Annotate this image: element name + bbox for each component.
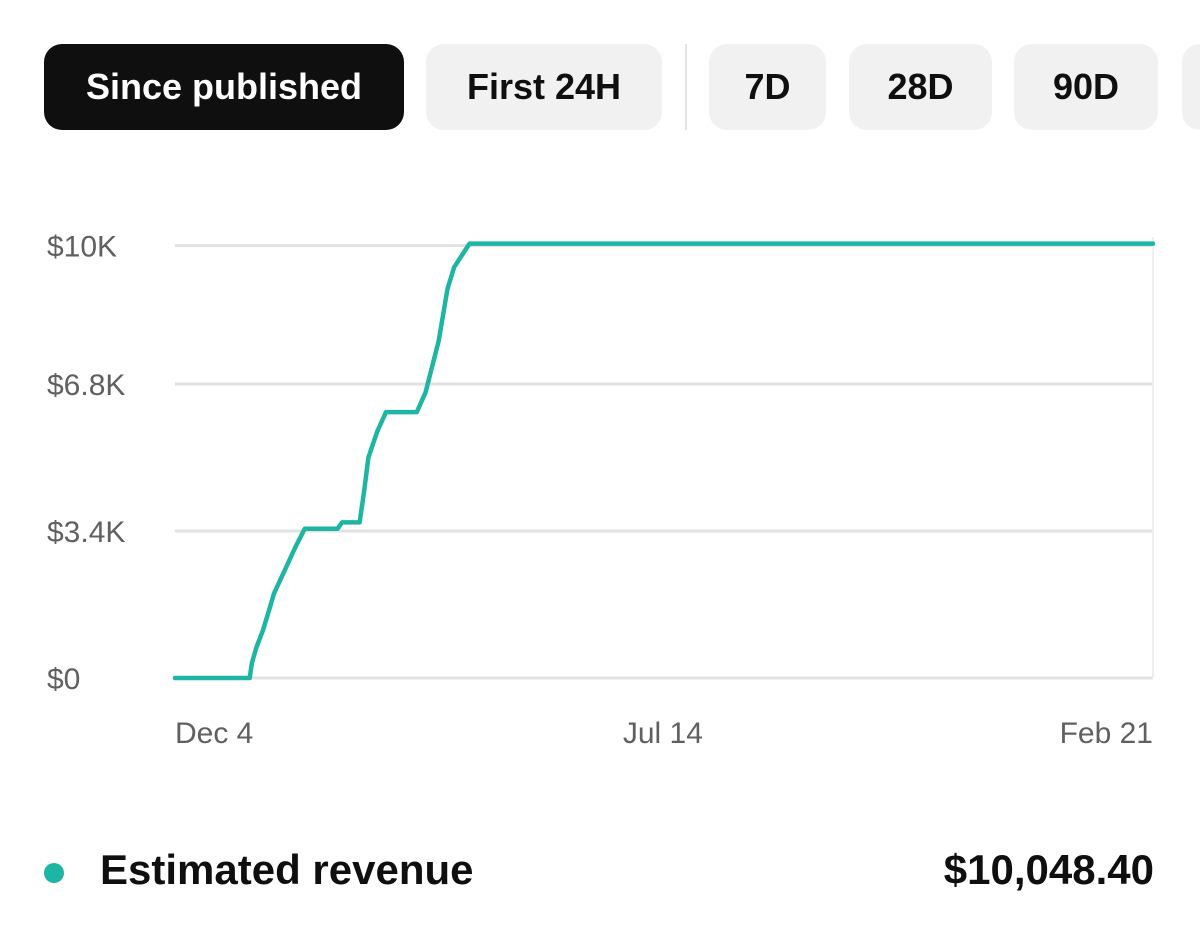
- x-tick-label: Feb 21: [1060, 717, 1153, 750]
- filter-since-published[interactable]: Since published: [44, 44, 404, 130]
- y-tick-label: $3.4K: [47, 516, 125, 549]
- time-range-filter-bar: Since published First 24H 7D 28D 90D: [0, 44, 1200, 132]
- legend-row: Estimated revenue $10,048.40: [0, 840, 1200, 904]
- chart-gridlines: [175, 237, 1154, 680]
- filter-90d[interactable]: 90D: [1014, 44, 1158, 130]
- y-tick-label: $0: [47, 663, 80, 696]
- series-line-0: [172, 241, 1156, 681]
- x-axis-ticks: Dec 4 Jul 14 Feb 21: [175, 717, 1153, 750]
- filter-28d[interactable]: 28D: [849, 44, 992, 130]
- y-axis-ticks: $0 $3.4K $6.8K $10K: [47, 231, 125, 696]
- y-tick-label: $6.8K: [47, 369, 125, 402]
- filter-first-24h[interactable]: First 24H: [426, 44, 662, 130]
- filter-7d[interactable]: 7D: [709, 44, 826, 130]
- filter-more-partial[interactable]: [1182, 44, 1200, 130]
- y-tick-label: $10K: [47, 231, 117, 264]
- legend-label: Estimated revenue: [100, 846, 474, 893]
- filter-divider: [685, 44, 687, 130]
- chart-series: [172, 241, 1156, 681]
- x-tick-label: Jul 14: [623, 717, 703, 750]
- total-revenue-value: $10,048.40: [943, 846, 1154, 893]
- legend-dot-icon: [44, 863, 64, 883]
- x-tick-label: Dec 4: [175, 717, 253, 750]
- revenue-line-chart: $0 $3.4K $6.8K $10K Dec 4 Jul 14 Feb 21: [47, 231, 1156, 750]
